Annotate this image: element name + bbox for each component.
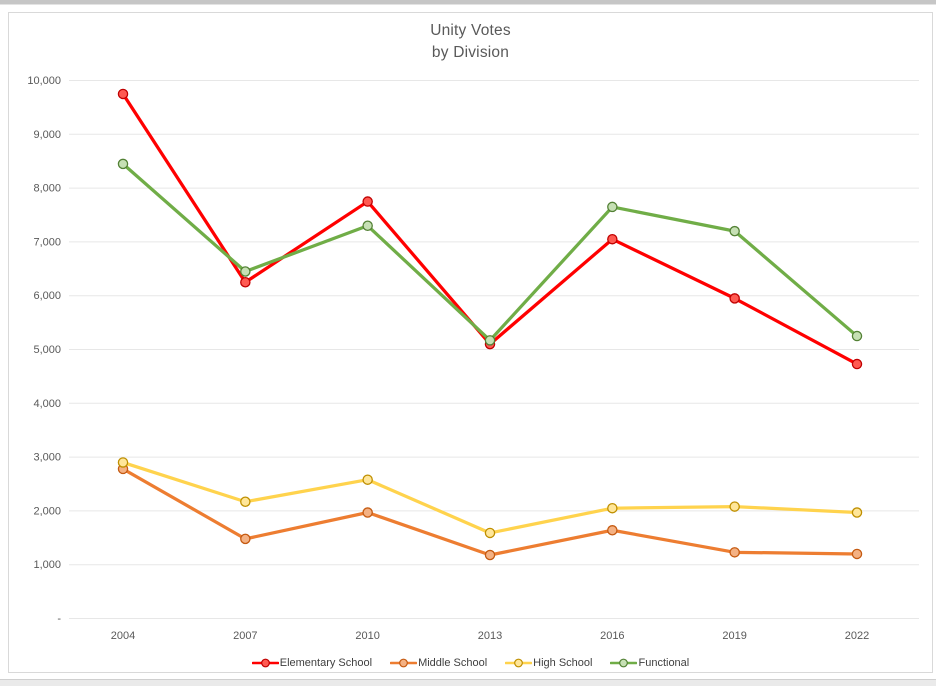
y-axis-tick-label: 5,000 (33, 344, 61, 356)
series-line-middle-school (121, 467, 859, 557)
legend-item-elementary-school[interactable]: Elementary School (251, 657, 373, 669)
y-axis-tick-label: 1,000 (33, 559, 61, 571)
y-axis-tick-label: 2,000 (33, 505, 61, 517)
x-axis-tick-label: 2010 (355, 630, 379, 642)
y-axis-tick-label: 6,000 (33, 290, 61, 302)
data-point-marker (729, 501, 740, 512)
x-axis-tick-label: 2022 (845, 630, 869, 642)
data-point-marker (607, 233, 618, 245)
data-point-marker (117, 457, 129, 468)
data-point-marker (851, 507, 863, 518)
data-point-marker (362, 220, 373, 232)
data-point-marker (240, 266, 251, 277)
y-axis-tick-label: 8,000 (33, 183, 61, 195)
data-point-marker (362, 196, 373, 207)
y-axis-tick-label: 9,000 (33, 129, 61, 141)
y-axis-tick-label: 7,000 (33, 236, 61, 248)
plot-area: - 1,000 2,000 3,000 4,000 5,000 6,000 7,000 8,00… (27, 75, 919, 642)
top-edge-strip (0, 0, 936, 5)
legend-item-middle-school[interactable]: Middle School (390, 657, 487, 669)
data-point-marker (484, 549, 496, 561)
y-axis-tick-label: 4,000 (33, 398, 61, 410)
data-point-marker (484, 527, 496, 539)
data-point-marker (851, 330, 863, 342)
legend-item-functional[interactable]: Functional (610, 657, 689, 669)
legend-line-marker-icon (251, 658, 279, 668)
data-point-marker (729, 547, 740, 558)
y-axis-tick-label: - (57, 613, 61, 625)
data-point-marker (729, 225, 740, 237)
chart-legend: Elementary School Middle School High Schoo… (9, 654, 932, 672)
x-axis-tick-label: 2013 (478, 630, 502, 642)
data-point-marker (851, 358, 863, 370)
x-axis-tick-label: 2019 (722, 630, 746, 642)
legend-label: High School (533, 657, 593, 669)
x-axis-tick-label: 2004 (111, 630, 135, 642)
data-point-marker (362, 507, 373, 518)
chart-title: Unity Votes by Division (9, 20, 932, 64)
data-point-marker (240, 496, 251, 508)
legend-label: Middle School (418, 657, 488, 669)
data-point-marker (240, 533, 251, 545)
legend-line-marker-icon (390, 658, 418, 668)
data-point-marker (362, 474, 373, 485)
chart-frame[interactable]: Unity Votes by Division - 1,000 2,000 3,000… (8, 12, 933, 673)
chart-title-line2: by Division (431, 44, 510, 61)
series-line-high-school (121, 460, 859, 535)
legend-item-high-school[interactable]: High School (505, 657, 592, 669)
bottom-edge-strip (0, 679, 936, 686)
data-point-marker (117, 158, 129, 170)
legend-label: Functional (638, 657, 690, 669)
chart-title-line1: Unity Votes (430, 22, 511, 39)
series-line-functional (121, 162, 859, 342)
data-point-marker (607, 201, 618, 213)
data-point-marker (607, 525, 618, 536)
legend-label: Elementary School (279, 657, 373, 669)
data-point-marker (607, 502, 618, 514)
data-point-marker (851, 548, 863, 560)
x-axis-tick-label: 2007 (233, 630, 257, 642)
data-point-marker (729, 293, 740, 304)
y-axis-tick-label: 10,000 (27, 75, 61, 87)
x-axis-tick-label: 2016 (600, 630, 624, 642)
data-point-marker (117, 88, 129, 100)
data-point-marker (240, 276, 251, 288)
y-axis-tick-label: 3,000 (33, 452, 61, 464)
data-point-marker (484, 335, 496, 346)
legend-line-marker-icon (610, 658, 638, 668)
legend-line-marker-icon (505, 658, 533, 668)
